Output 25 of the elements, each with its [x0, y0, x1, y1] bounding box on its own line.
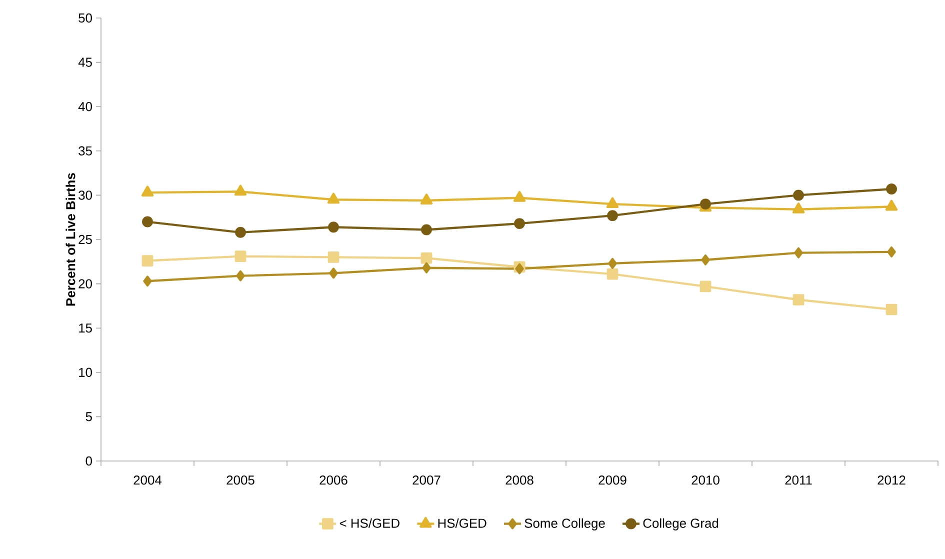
x-tick-label: 2010: [692, 476, 720, 485]
y-axis-title: Percent of Live Births: [66, 173, 76, 306]
legend-label: HS/GED: [438, 518, 486, 528]
x-tick-label: 2004: [134, 476, 162, 485]
y-tick-label: 0: [86, 456, 92, 466]
legend-label: Some College: [524, 518, 605, 530]
y-tick-label: 30: [78, 190, 92, 200]
y-tick-label: 40: [78, 102, 92, 112]
x-tick-label: 2005: [226, 476, 254, 485]
y-tick-label: 20: [78, 279, 92, 288]
x-tick-label: 2011: [785, 476, 812, 485]
y-tick-label: 5: [86, 412, 92, 422]
x-tick-label: 2007: [412, 476, 440, 485]
y-tick-label: 35: [78, 146, 92, 156]
x-tick-label: 2012: [878, 476, 906, 485]
y-tick-label: 50: [78, 13, 92, 23]
x-tick-label: 2006: [320, 476, 348, 485]
y-tick-label: 10: [79, 368, 92, 377]
x-tick-label: 2009: [598, 476, 626, 485]
y-tick-label: 15: [79, 324, 92, 333]
legend-label: < HS/GED: [340, 518, 400, 528]
y-tick-label: 25: [78, 234, 92, 244]
y-tick-label: 45: [78, 58, 92, 67]
x-tick-label: 2008: [506, 476, 534, 485]
legend-label: College Grad: [643, 518, 718, 530]
